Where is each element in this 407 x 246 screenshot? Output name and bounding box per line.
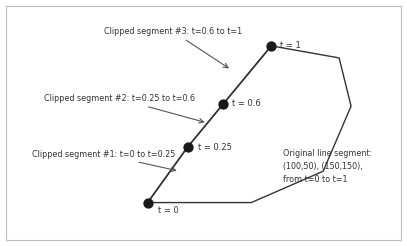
Point <box>144 200 151 204</box>
Text: t = 0: t = 0 <box>158 206 178 215</box>
Text: Clipped segment #3: t=0.6 to t=1: Clipped segment #3: t=0.6 to t=1 <box>104 27 242 68</box>
Text: Clipped segment #2: t=0.25 to t=0.6: Clipped segment #2: t=0.25 to t=0.6 <box>44 94 204 123</box>
Point <box>220 102 227 106</box>
Text: t = 1: t = 1 <box>280 41 301 50</box>
Text: Clipped segment #1: t=0 to t=0.25: Clipped segment #1: t=0 to t=0.25 <box>32 150 176 171</box>
Point <box>184 145 191 149</box>
Text: Original line segment:
(100,50), (150,150),
from t=0 to t=1: Original line segment: (100,50), (150,15… <box>283 149 372 184</box>
Text: t = 0.6: t = 0.6 <box>232 99 261 108</box>
Text: t = 0.25: t = 0.25 <box>197 143 232 152</box>
Point <box>268 44 275 48</box>
